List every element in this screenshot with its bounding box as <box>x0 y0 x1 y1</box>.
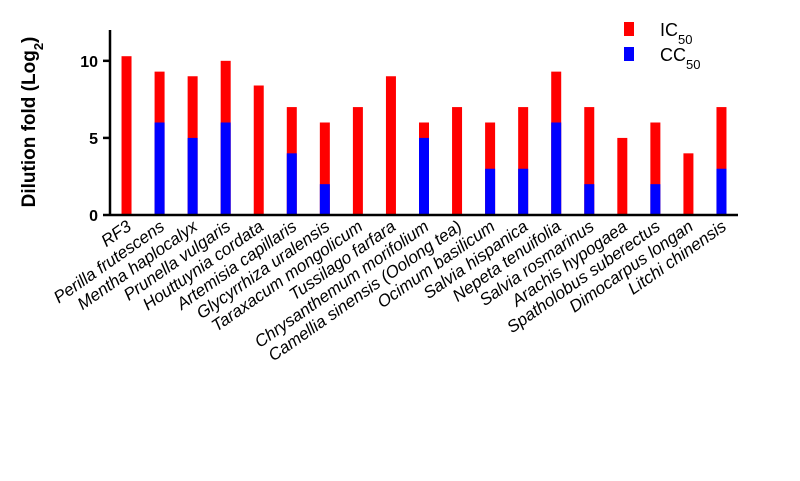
bar-ic50 <box>253 85 264 215</box>
bars <box>121 56 727 216</box>
bar-cc50 <box>518 168 529 215</box>
y-tick-label: 0 <box>89 208 98 225</box>
y-axis-title: Dilution fold (Log2) <box>19 37 46 208</box>
bar-cc50 <box>286 153 297 215</box>
bar-ic50 <box>650 122 661 215</box>
bar-ic50 <box>683 153 694 215</box>
bar-ic50 <box>352 107 363 215</box>
bar-cc50 <box>319 184 330 215</box>
bar-cc50 <box>716 168 727 215</box>
bar-cc50 <box>419 137 429 215</box>
bar-cc50 <box>551 122 562 215</box>
bar-ic50 <box>617 137 628 215</box>
bar-cc50 <box>154 122 165 215</box>
bar-cc50 <box>485 168 496 215</box>
legend-swatch-ic50 <box>624 22 634 36</box>
bar-ic50 <box>385 76 396 215</box>
legend-label-ic50: IC50 <box>660 20 692 47</box>
legend-label-cc50: CC50 <box>660 45 700 72</box>
bar-ic50 <box>716 107 727 215</box>
bar-cc50 <box>650 184 661 215</box>
y-tick-label: 5 <box>89 131 98 148</box>
legend-swatch-cc50 <box>624 47 634 61</box>
bar-cc50 <box>584 184 595 215</box>
bar-ic50 <box>518 107 529 215</box>
y-tick-label: 10 <box>80 54 98 71</box>
y-ticks: 0 5 10 <box>80 54 110 225</box>
bar-cc50 <box>187 137 198 215</box>
bar-ic50 <box>121 56 132 216</box>
bar-ic50 <box>319 122 330 215</box>
bar-ic50 <box>584 107 595 215</box>
bar-cc50 <box>220 122 231 215</box>
bar-ic50 <box>452 107 463 215</box>
